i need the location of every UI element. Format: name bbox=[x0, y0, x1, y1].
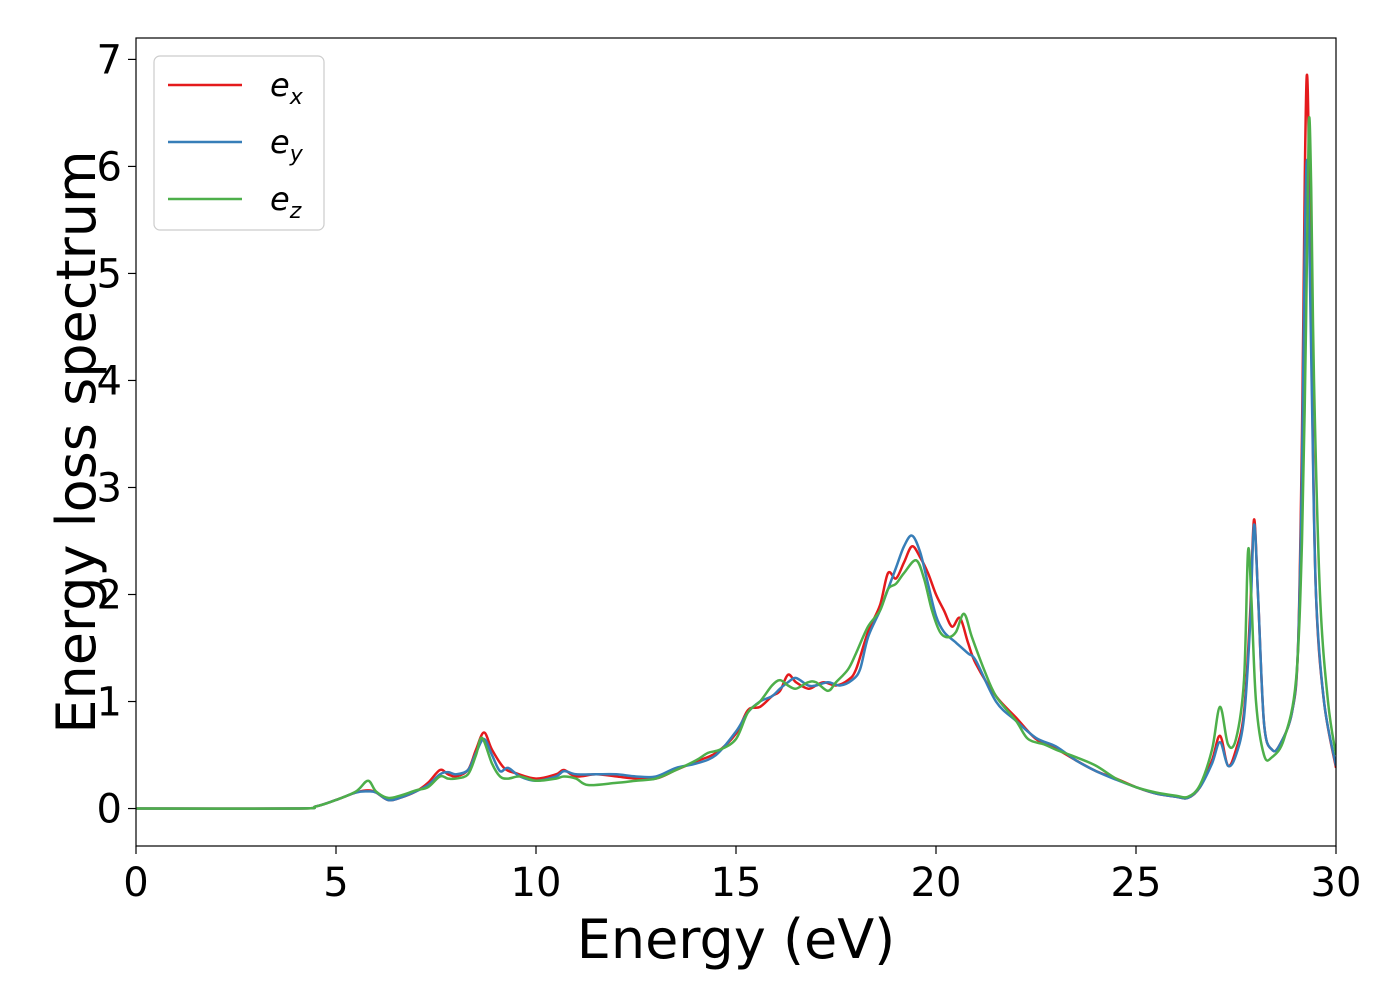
y-tick-label: 5 bbox=[97, 251, 122, 297]
y-tick-label: 7 bbox=[97, 37, 122, 83]
legend-label-z: ez bbox=[270, 180, 302, 224]
y-tick-label: 4 bbox=[97, 358, 122, 404]
y-tick-label: 6 bbox=[97, 144, 122, 190]
x-tick-label: 10 bbox=[511, 860, 562, 906]
x-axis: 0 5 10 15 20 25 30 bbox=[123, 846, 1361, 906]
x-tick-label: 25 bbox=[1111, 860, 1162, 906]
series-line-z bbox=[136, 116, 1336, 810]
y-axis: 0 1 2 3 4 5 6 7 bbox=[97, 37, 136, 833]
y-tick-label: 0 bbox=[97, 787, 122, 833]
series-layer bbox=[136, 73, 1336, 810]
x-axis-label: Energy (eV) bbox=[577, 908, 896, 971]
x-tick-label: 20 bbox=[911, 860, 962, 906]
y-tick-label: 2 bbox=[97, 573, 122, 619]
legend: ex ey ez bbox=[153, 55, 325, 231]
legend-label-y: ey bbox=[270, 123, 304, 167]
x-tick-label: 30 bbox=[1311, 860, 1362, 906]
x-tick-label: 5 bbox=[323, 860, 348, 906]
legend-label-x: ex bbox=[270, 66, 304, 110]
x-tick-label: 15 bbox=[711, 860, 762, 906]
x-tick-label: 0 bbox=[123, 860, 148, 906]
y-axis-label: Energy loss spectrum bbox=[45, 150, 108, 733]
y-tick-label: 1 bbox=[97, 680, 122, 726]
y-tick-label: 3 bbox=[97, 465, 122, 511]
